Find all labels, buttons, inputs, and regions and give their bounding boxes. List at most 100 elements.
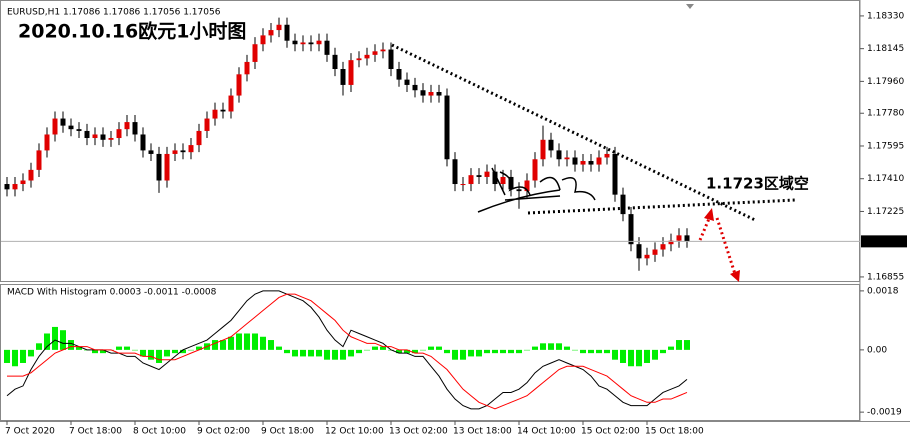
main-layer: 1.18330 1.18145 1.17960 1.17780 1.17595 1.174…	[1, 11, 907, 282]
histogram-bar	[404, 349, 410, 354]
histogram-bar	[660, 349, 666, 354]
candle-body	[564, 157, 570, 160]
x-tick-label: 7 Oct 2020	[5, 427, 55, 437]
x-tick-label: 12 Oct 10:00	[325, 427, 384, 437]
last-price-label: 1.17056	[867, 237, 904, 247]
y-tick-label: 1.17960	[867, 77, 904, 87]
candle-body	[300, 42, 306, 45]
candle-body	[644, 254, 650, 259]
histogram-bar	[364, 349, 370, 351]
histogram-bar	[652, 349, 658, 360]
candle-body	[92, 134, 98, 139]
arrow-head	[704, 208, 714, 221]
last-price-box	[861, 235, 907, 248]
candle-body	[12, 184, 18, 190]
histogram-bar	[284, 349, 290, 354]
histogram-bar	[172, 349, 178, 354]
histogram-bar	[236, 333, 242, 350]
candle-body	[148, 150, 154, 154]
histogram-bar	[76, 346, 82, 350]
candle-body	[196, 130, 202, 146]
histogram-bar	[572, 349, 578, 351]
candle-body	[420, 90, 426, 96]
histogram-bar	[676, 340, 682, 350]
x-tick-label: 13 Oct 18:00	[453, 427, 512, 437]
candle-body	[324, 40, 330, 55]
x-tick-label: 14 Oct 10:00	[517, 427, 576, 437]
candle-body	[500, 176, 506, 185]
candle-body	[468, 175, 474, 185]
candle-body	[36, 150, 42, 170]
histogram-bar	[260, 336, 266, 350]
histogram-bar	[500, 349, 506, 354]
histogram-bar	[292, 349, 298, 357]
histogram-bar	[100, 349, 106, 354]
histogram-bar	[684, 340, 690, 350]
candle-body	[452, 159, 458, 185]
histogram-bar	[324, 349, 330, 360]
candle-body	[20, 180, 26, 185]
histogram-bar	[300, 349, 306, 357]
candle-body	[668, 240, 674, 245]
histogram-bar	[508, 349, 514, 354]
histogram-bar	[92, 349, 98, 354]
candle-body	[156, 153, 162, 181]
candle-body	[308, 42, 314, 45]
candle-body	[164, 153, 170, 181]
histogram-bar	[68, 340, 74, 350]
macd-layer: 0.0018 0.00 -0.0019 7 Oct 2020 7 Oct 18:00 8 …	[4, 286, 902, 437]
candle-body	[444, 95, 450, 160]
candle-body	[652, 249, 658, 255]
candle-body	[340, 69, 346, 85]
histogram-bar	[468, 349, 474, 357]
histogram-bar	[196, 346, 202, 350]
candle-body	[372, 51, 378, 55]
candle-body	[348, 60, 354, 85]
candle-body	[404, 79, 410, 85]
x-tick-label: 9 Oct 02:00	[197, 427, 250, 437]
annotation-note: 1.1723区域空	[706, 175, 809, 193]
candle-body	[628, 214, 634, 245]
candle-body	[572, 157, 578, 165]
candle-body	[540, 139, 546, 160]
histogram-bar	[244, 333, 250, 350]
histogram-bar	[564, 346, 570, 350]
candle-body	[356, 58, 362, 61]
histogram-bar	[44, 333, 50, 350]
macd-line	[6, 290, 688, 410]
candle-body	[76, 129, 82, 131]
x-tick-label: 13 Oct 02:00	[389, 427, 448, 437]
candle-body	[676, 235, 682, 241]
y-tick-label: 1.17225	[867, 207, 904, 217]
candle-body	[28, 169, 34, 181]
histogram-bar	[308, 349, 314, 357]
y-tick-label: 1.18145	[867, 44, 904, 54]
chart-header: EURUSD,H1 1.17086 1.17086 1.17056 1.1705…	[7, 8, 221, 18]
histogram-bar	[372, 346, 378, 350]
x-tick-label: 15 Oct 02:00	[581, 427, 640, 437]
candle-body	[596, 157, 602, 165]
histogram-bar	[644, 349, 650, 363]
candle-body	[252, 44, 258, 62]
candle-body	[492, 171, 498, 185]
histogram-bar	[444, 349, 450, 354]
histogram-bar	[548, 343, 554, 350]
histogram-bar	[596, 349, 602, 354]
trend-line	[391, 43, 756, 222]
candle-body	[316, 40, 322, 45]
candle-body	[220, 109, 226, 112]
histogram-bar	[188, 349, 194, 351]
y-tick-label: -0.0019	[867, 408, 902, 418]
candle-body	[4, 184, 10, 190]
candle-body	[68, 125, 74, 130]
candle-body	[100, 134, 106, 140]
candle-body	[180, 150, 186, 153]
histogram-bar	[484, 349, 490, 354]
histogram-bar	[132, 349, 138, 351]
arrow-head	[730, 270, 740, 282]
histogram-bar	[124, 346, 130, 350]
candle-body	[364, 54, 370, 59]
y-tick-label: 1.18330	[867, 11, 904, 21]
histogram-bar	[12, 349, 18, 367]
